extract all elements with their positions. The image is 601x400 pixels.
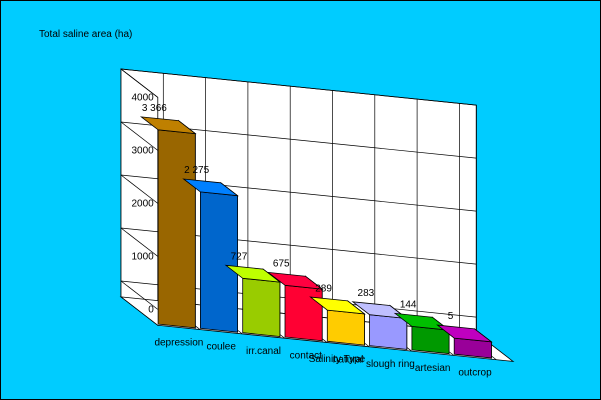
bar-top-face bbox=[139, 116, 197, 135]
bar-value-label: 675 bbox=[273, 259, 290, 270]
x-tick-label: irr.canal bbox=[246, 346, 281, 357]
y-axis-title: Total saline area (ha) bbox=[39, 29, 132, 40]
x-tick-label: contact bbox=[290, 350, 322, 361]
bar bbox=[309, 296, 366, 346]
bar-series bbox=[139, 116, 493, 359]
x-tick-label: artesian bbox=[415, 363, 451, 374]
y-tick-label: 3000 bbox=[132, 145, 155, 156]
bar-top-face bbox=[224, 264, 282, 283]
y-tick-label: 0 bbox=[148, 304, 154, 315]
bar bbox=[436, 324, 493, 359]
bar-front-face bbox=[157, 129, 196, 329]
bar-value-label: 3 366 bbox=[142, 103, 167, 114]
bar-value-label: 283 bbox=[358, 288, 375, 299]
bar-front-face bbox=[369, 314, 408, 350]
gridline-side bbox=[120, 68, 158, 98]
bar-top-face bbox=[351, 301, 409, 320]
gridline-side bbox=[120, 174, 158, 204]
gridline-side bbox=[120, 121, 158, 151]
bar-top-face bbox=[309, 296, 366, 315]
gridline-side bbox=[120, 227, 158, 257]
y-tick-label: 4000 bbox=[132, 92, 155, 103]
bar-front-face bbox=[242, 277, 281, 337]
x-tick-label: natural bbox=[333, 355, 364, 366]
x-tick-label: coulee bbox=[206, 342, 236, 353]
bar-value-label: 727 bbox=[231, 251, 248, 262]
bar-top-face bbox=[182, 178, 239, 197]
bar-top-face bbox=[393, 312, 451, 331]
bar-value-label: 2 275 bbox=[184, 165, 209, 176]
bar-front-face bbox=[411, 325, 450, 355]
bar-top-face bbox=[436, 324, 493, 343]
bar bbox=[224, 264, 282, 338]
x-tick-label: slough ring bbox=[366, 359, 415, 370]
gridline-side bbox=[120, 280, 158, 310]
bar-top-face bbox=[266, 271, 324, 290]
bar-front-face bbox=[326, 309, 365, 346]
x-tick-label: depression bbox=[154, 337, 203, 348]
bar-value-label: 5 bbox=[448, 311, 454, 322]
y-tick-label: 2000 bbox=[132, 198, 155, 209]
y-tick-label: 1000 bbox=[132, 251, 155, 262]
x-axis-title: Salinity Type bbox=[309, 354, 366, 365]
x-tick-label: outcrop bbox=[458, 368, 492, 379]
bar bbox=[182, 178, 239, 334]
bar bbox=[393, 312, 451, 355]
bar-value-label: 144 bbox=[400, 300, 417, 311]
bar-value-label: 289 bbox=[315, 283, 332, 294]
